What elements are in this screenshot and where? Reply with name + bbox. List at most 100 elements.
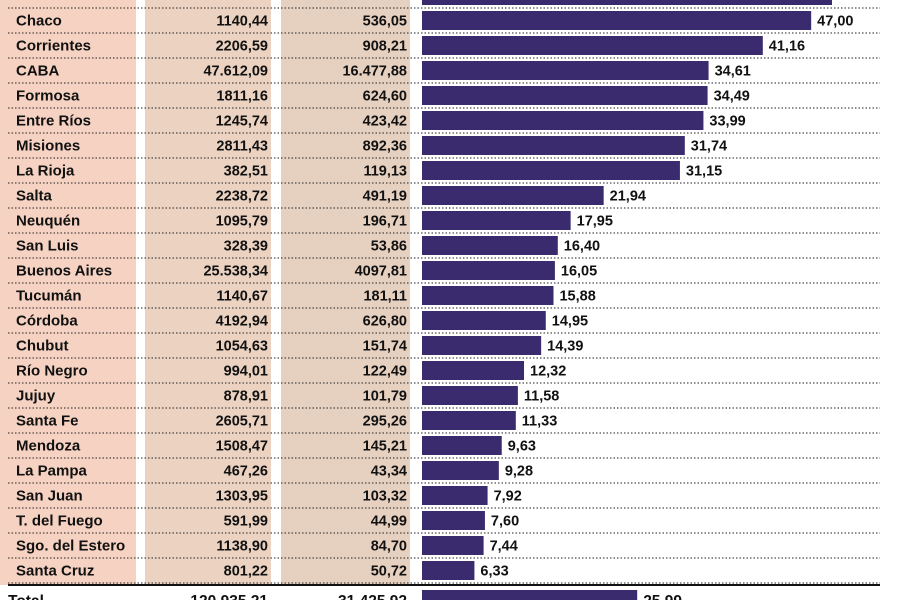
bars [422, 0, 832, 580]
first-column-value: 1508,47 [216, 439, 268, 455]
bar-19 [422, 461, 499, 480]
bar-4 [422, 86, 708, 105]
bar-value-label: 9,28 [505, 464, 533, 480]
total-value-label: 25,99 [643, 593, 682, 600]
bar-value-label: 33,99 [709, 114, 745, 130]
bar-value-label: 14,39 [547, 339, 583, 355]
bar-value-label: 9,63 [508, 439, 536, 455]
bar-value-label: 11,33 [522, 414, 558, 430]
first-column-value: 1811,16 [216, 89, 268, 105]
bar-value-label: 17,95 [577, 214, 613, 230]
bar-value-label: 7,92 [494, 489, 522, 505]
second-column-value: 196,71 [363, 214, 407, 230]
bar-1 [422, 11, 812, 30]
second-column-value: 44,99 [371, 514, 407, 530]
total-label: Total [8, 593, 44, 600]
bar-value-label: 34,49 [714, 89, 750, 105]
province-label: Buenos Aires [16, 263, 112, 280]
second-column-value: 624,60 [363, 89, 407, 105]
province-column-bg [0, 0, 136, 585]
second-column-value: 626,80 [363, 314, 407, 330]
bar-value-label: 14,95 [552, 314, 588, 330]
bar-8 [422, 186, 604, 205]
second-column-value: 53,86 [371, 239, 407, 255]
bar-20 [422, 486, 488, 505]
province-label: T. del Fuego [16, 513, 103, 530]
bar-9 [422, 211, 571, 230]
first-column-value: 994,01 [224, 364, 268, 380]
second-column-value: 103,32 [363, 489, 407, 505]
first-column-value: 2605,71 [216, 414, 268, 430]
province-label: La Rioja [16, 163, 75, 180]
bar-11 [422, 261, 555, 280]
bar-value-label: 7,60 [491, 514, 519, 530]
second-column-bg [281, 0, 410, 585]
bar-value-label: 16,05 [561, 264, 597, 280]
second-column-value: 295,26 [363, 414, 407, 430]
bar-12 [422, 286, 554, 305]
first-column-value: 878,91 [224, 389, 268, 405]
second-column-value: 4097,81 [355, 264, 407, 280]
first-column-value: 2206,59 [216, 39, 268, 55]
bar-value-label: 47,00 [817, 14, 853, 30]
province-label: Entre Ríos [16, 113, 91, 130]
province-label: Formosa [16, 88, 80, 105]
second-column-value: 151,74 [363, 339, 407, 355]
row-labels: Chaco 1140,44 536,05 47,00 Corrientes 2206,59… [16, 13, 853, 580]
first-column-value: 1245,74 [216, 114, 268, 130]
bar-5 [422, 111, 704, 130]
bar-6 [422, 136, 685, 155]
second-column-value: 145,21 [363, 439, 407, 455]
first-column-bg [145, 0, 271, 585]
province-label: San Juan [16, 488, 83, 505]
second-column-value: 84,70 [371, 539, 407, 555]
bar-23 [422, 561, 475, 580]
first-column-value: 591,99 [224, 514, 268, 530]
province-label: Tucumán [16, 288, 82, 305]
province-label: Misiones [16, 138, 80, 155]
province-label: Córdoba [16, 313, 78, 330]
first-column-value: 1138,90 [216, 539, 268, 555]
province-label: Corrientes [16, 38, 91, 55]
second-column-value: 892,36 [363, 139, 407, 155]
second-column-value: 43,34 [371, 464, 407, 480]
province-label: Santa Fe [16, 413, 79, 430]
first-column-value: 328,39 [224, 239, 268, 255]
bar-3 [422, 61, 709, 80]
second-column-value: 536,05 [363, 14, 407, 30]
first-column-value: 1140,44 [216, 14, 268, 30]
province-label: La Pampa [16, 463, 88, 480]
second-column-value: 122,49 [363, 364, 407, 380]
province-label: Neuquén [16, 213, 80, 230]
first-column-value: 2811,43 [216, 139, 268, 155]
second-column-value: 101,79 [363, 389, 407, 405]
province-label: Mendoza [16, 438, 81, 455]
total-first-column: 120.935,21 [190, 593, 268, 600]
bar-18 [422, 436, 502, 455]
bar-22 [422, 536, 484, 555]
province-label: Sgo. del Estero [16, 538, 125, 555]
province-label: Santa Cruz [16, 563, 94, 580]
bar-15 [422, 361, 525, 380]
bar-value-label: 34,61 [715, 64, 751, 80]
first-column-value: 2238,72 [216, 189, 268, 205]
total-bar [422, 590, 638, 600]
bar-cut-top [422, 0, 832, 5]
province-label: Chaco [16, 13, 62, 30]
first-column-value: 801,22 [224, 564, 268, 580]
bar-16 [422, 386, 518, 405]
bar-value-label: 21,94 [610, 189, 646, 205]
first-column-value: 25.538,34 [203, 264, 268, 280]
first-column-value: 1140,67 [216, 289, 268, 305]
first-column-value: 382,51 [224, 164, 268, 180]
province-label: Río Negro [16, 363, 88, 380]
bar-10 [422, 236, 558, 255]
bar-2 [422, 36, 763, 55]
bar-value-label: 31,74 [691, 139, 727, 155]
bar-value-label: 11,58 [524, 389, 560, 405]
bar-value-label: 7,44 [490, 539, 518, 555]
bar-value-label: 31,15 [686, 164, 722, 180]
bar-17 [422, 411, 516, 430]
first-column-value: 1095,79 [216, 214, 268, 230]
